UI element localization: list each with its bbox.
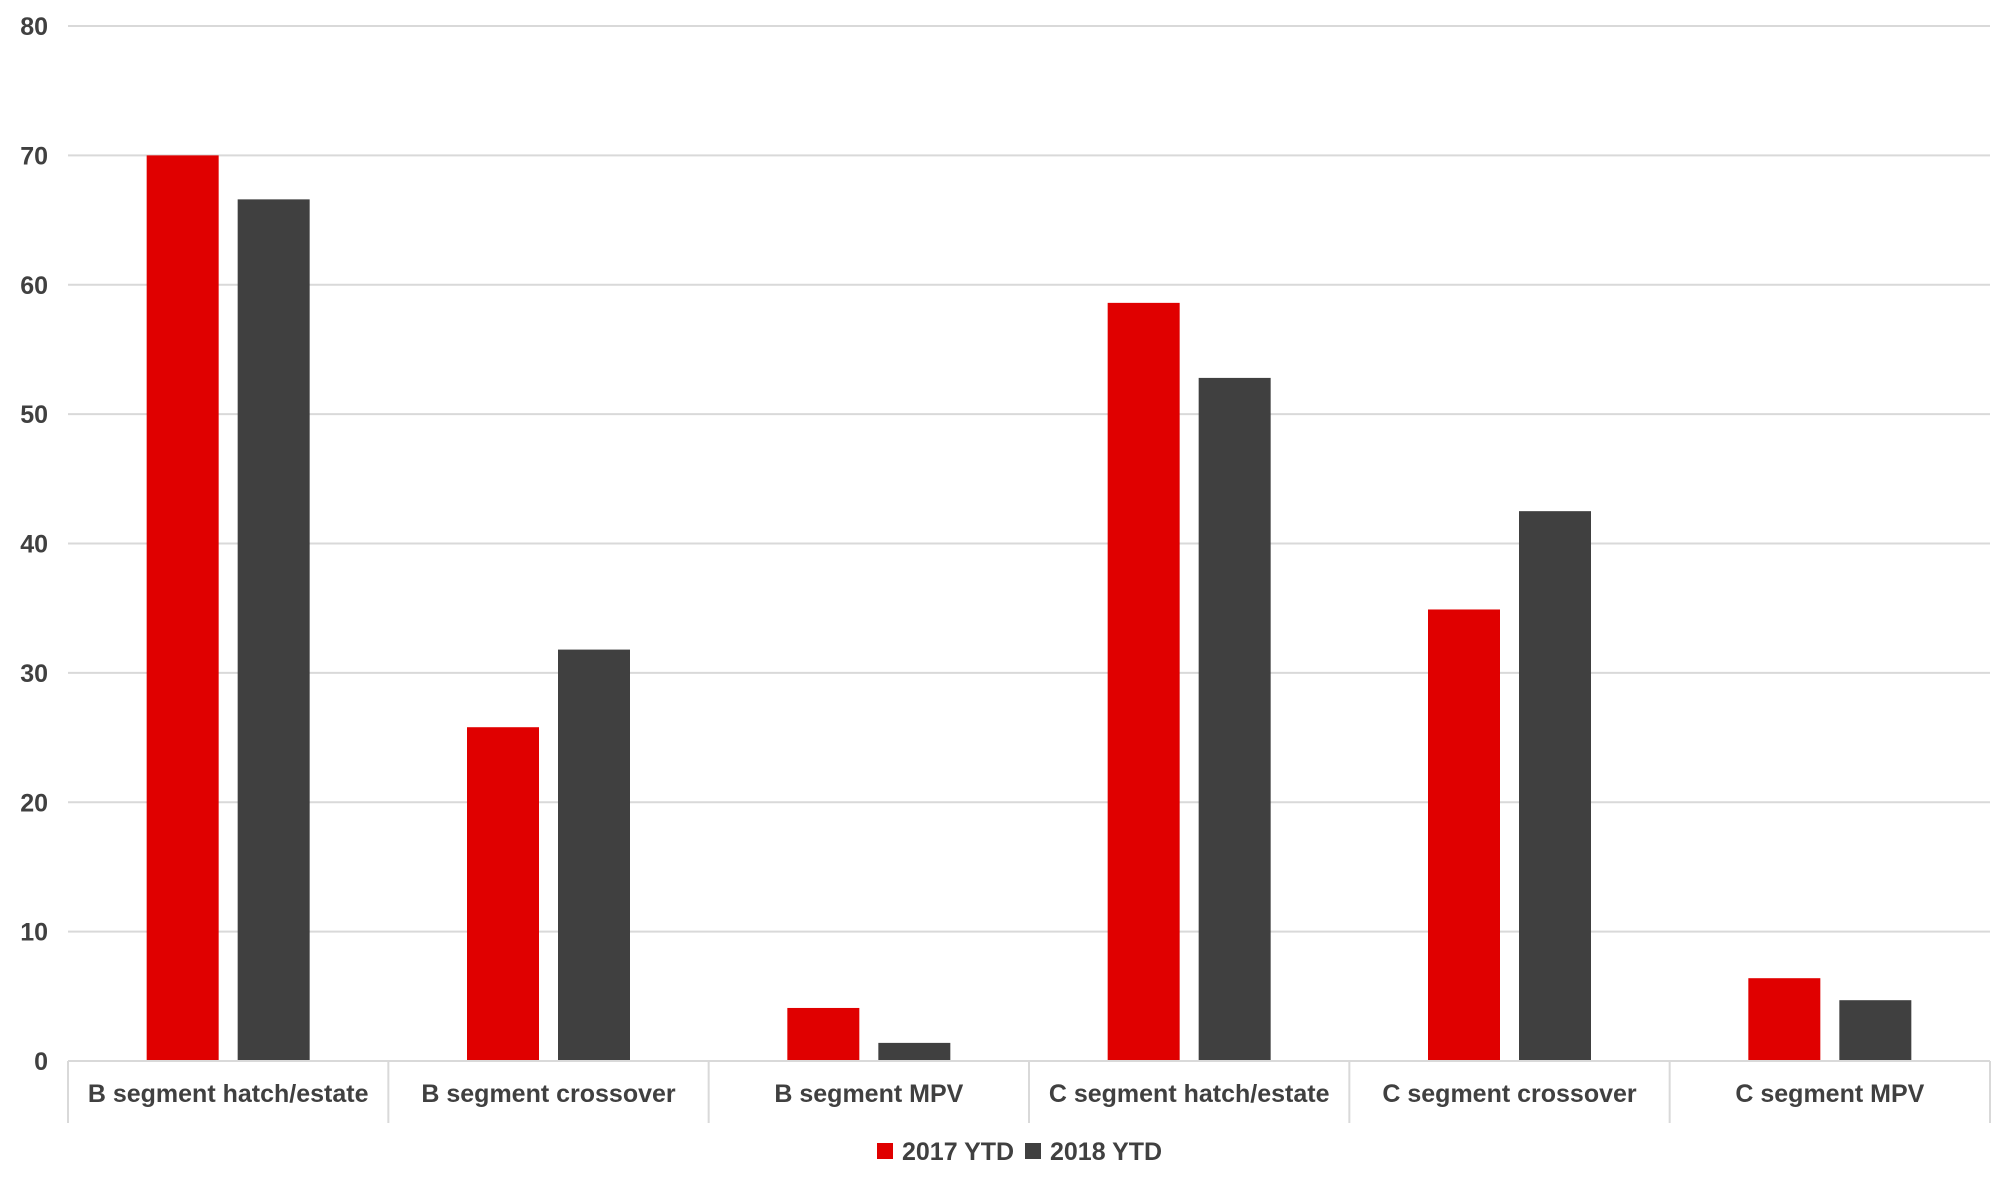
bar-series2	[558, 649, 630, 1061]
y-tick-label: 30	[20, 660, 48, 688]
y-tick-label: 10	[20, 919, 48, 947]
x-category-label: B segment hatch/estate	[88, 1080, 369, 1108]
legend: 2017 YTD 2018 YTD	[877, 1138, 1162, 1166]
y-axis-ticks: 0 10 20 30 40 50 60 70 80	[20, 13, 48, 1076]
y-tick-label: 50	[20, 401, 48, 429]
x-category-label: C segment MPV	[1735, 1080, 1924, 1108]
bar-series2	[1839, 1000, 1912, 1061]
bar-series2	[1198, 377, 1271, 1061]
y-tick-label: 0	[34, 1048, 48, 1076]
bar-series2	[1519, 511, 1591, 1061]
bars	[146, 155, 1912, 1062]
x-category-label: B segment crossover	[421, 1080, 676, 1108]
x-category-label: C segment crossover	[1382, 1080, 1637, 1108]
legend-label: 2017 YTD	[902, 1138, 1014, 1166]
legend-label: 2018 YTD	[1050, 1138, 1162, 1166]
bar-series2	[878, 1042, 951, 1061]
bar-series2	[237, 199, 310, 1062]
bar-series1	[1748, 978, 1821, 1061]
bar-series1	[1107, 302, 1180, 1061]
x-category-label: B segment MPV	[774, 1080, 963, 1108]
x-axis: B segment hatch/estate B segment crossove…	[67, 1060, 1991, 1123]
legend-swatch	[877, 1143, 893, 1159]
y-tick-label: 40	[20, 531, 48, 559]
y-tick-label: 20	[20, 789, 48, 817]
y-tick-label: 80	[20, 13, 48, 41]
y-tick-label: 60	[20, 272, 48, 300]
bar-series1	[146, 155, 219, 1061]
bar-series1	[467, 727, 539, 1061]
legend-swatch	[1025, 1143, 1041, 1159]
bar-series1	[1428, 609, 1500, 1061]
bar-series1	[787, 1007, 860, 1061]
x-category-label: C segment hatch/estate	[1049, 1080, 1330, 1108]
y-tick-label: 70	[20, 142, 48, 170]
gridlines	[68, 25, 1990, 933]
